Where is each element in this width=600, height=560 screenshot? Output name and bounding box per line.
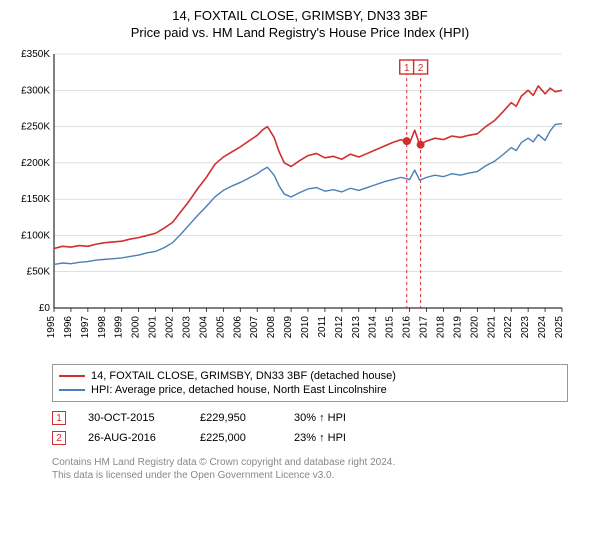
svg-text:1995: 1995 (46, 316, 57, 339)
svg-text:£300K: £300K (21, 85, 50, 96)
sale-diff: 30% ↑ HPI (294, 412, 384, 424)
svg-text:2010: 2010 (300, 316, 311, 339)
svg-text:2023: 2023 (520, 316, 531, 339)
svg-text:2001: 2001 (148, 316, 159, 339)
svg-text:2011: 2011 (317, 316, 328, 338)
svg-text:2017: 2017 (419, 316, 430, 339)
legend-label: 14, FOXTAIL CLOSE, GRIMSBY, DN33 3BF (de… (91, 370, 396, 382)
legend-swatch (59, 389, 85, 391)
sale-price: £229,950 (200, 412, 272, 424)
svg-text:£100K: £100K (21, 230, 50, 241)
legend-row: HPI: Average price, detached house, Nort… (59, 383, 561, 397)
sale-badge: 1 (52, 411, 66, 425)
svg-text:2025: 2025 (554, 316, 565, 339)
svg-text:2019: 2019 (452, 316, 463, 339)
chart-title-subtitle: Price paid vs. HM Land Registry's House … (10, 25, 590, 40)
price-chart: £0 £50K £100K £150K £200K £250K £300K £350K 1995… (10, 48, 570, 358)
legend-row: 14, FOXTAIL CLOSE, GRIMSBY, DN33 3BF (de… (59, 369, 561, 383)
svg-text:£150K: £150K (21, 194, 50, 205)
svg-text:2016: 2016 (402, 316, 413, 339)
svg-text:1998: 1998 (97, 316, 108, 339)
svg-text:2013: 2013 (351, 316, 362, 339)
chart-title-address: 14, FOXTAIL CLOSE, GRIMSBY, DN33 3BF (10, 8, 590, 23)
sale-date: 30-OCT-2015 (88, 412, 178, 424)
svg-text:2008: 2008 (266, 316, 277, 339)
svg-text:2000: 2000 (131, 316, 142, 339)
svg-text:2022: 2022 (503, 316, 514, 339)
svg-text:2: 2 (418, 63, 424, 74)
sale-badge: 2 (52, 431, 66, 445)
svg-text:£50K: £50K (27, 267, 51, 278)
svg-text:2007: 2007 (249, 316, 260, 339)
sale-row: 1 30-OCT-2015 £229,950 30% ↑ HPI (52, 408, 568, 428)
footer-line-2: This data is licensed under the Open Gov… (52, 469, 568, 482)
svg-text:£250K: £250K (21, 122, 50, 133)
sales-table: 1 30-OCT-2015 £229,950 30% ↑ HPI 2 26-AUG-201… (52, 408, 568, 448)
svg-text:1996: 1996 (63, 316, 74, 339)
svg-text:2006: 2006 (232, 316, 243, 339)
sale-date: 26-AUG-2016 (88, 432, 178, 444)
svg-text:2005: 2005 (215, 316, 226, 339)
legend-swatch (59, 375, 85, 377)
svg-text:£0: £0 (39, 303, 51, 314)
svg-text:2009: 2009 (283, 316, 294, 339)
svg-text:2002: 2002 (165, 316, 176, 339)
svg-text:1: 1 (404, 63, 410, 74)
svg-text:1997: 1997 (80, 316, 91, 339)
svg-text:£200K: £200K (21, 158, 50, 169)
sale-price: £225,000 (200, 432, 272, 444)
svg-text:2004: 2004 (198, 316, 209, 339)
svg-text:2014: 2014 (368, 316, 379, 339)
svg-text:2024: 2024 (537, 316, 548, 339)
svg-text:2015: 2015 (385, 316, 396, 339)
svg-text:2018: 2018 (435, 316, 446, 339)
svg-text:2020: 2020 (469, 316, 480, 339)
footer-line-1: Contains HM Land Registry data © Crown c… (52, 456, 568, 469)
footer-attribution: Contains HM Land Registry data © Crown c… (52, 456, 568, 482)
legend: 14, FOXTAIL CLOSE, GRIMSBY, DN33 3BF (de… (52, 364, 568, 402)
sale-diff: 23% ↑ HPI (294, 432, 384, 444)
svg-text:2021: 2021 (486, 316, 497, 339)
svg-text:1999: 1999 (114, 316, 125, 339)
svg-text:2012: 2012 (334, 316, 345, 339)
svg-text:£350K: £350K (21, 49, 50, 60)
sale-row: 2 26-AUG-2016 £225,000 23% ↑ HPI (52, 428, 568, 448)
svg-text:2003: 2003 (181, 316, 192, 339)
legend-label: HPI: Average price, detached house, Nort… (91, 384, 387, 396)
